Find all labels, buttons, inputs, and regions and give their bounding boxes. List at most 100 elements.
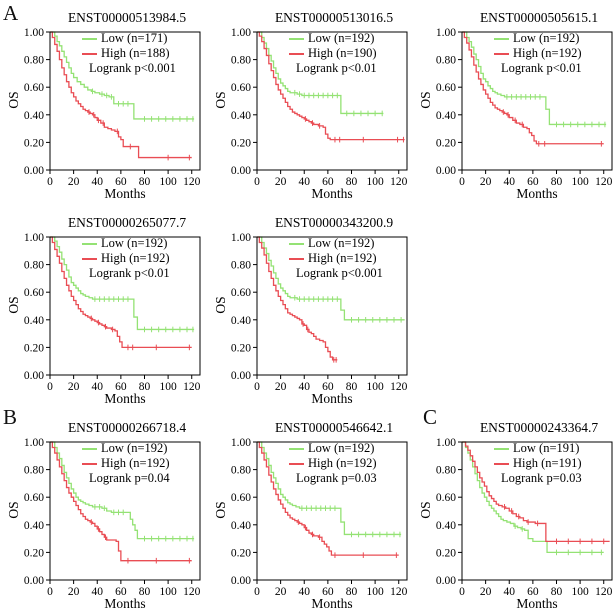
high-line-swatch [82, 257, 97, 260]
low-line-swatch [289, 447, 304, 450]
svg-text:0.60: 0.60 [231, 287, 251, 299]
svg-text:0.40: 0.40 [231, 520, 251, 532]
legend-item-high: High (n=192) [289, 456, 377, 471]
svg-text:80: 80 [551, 176, 563, 188]
plot-title: ENST00000343200.9 [274, 215, 394, 230]
svg-text:40: 40 [503, 176, 515, 188]
logrank-pvalue: Logrank p<0.01 [501, 61, 582, 75]
plot-legend: Low (n=171) High (n=188) Logrank p<0.001 [82, 31, 176, 76]
legend-high-label: High (n=190) [308, 46, 377, 60]
svg-text:60: 60 [115, 586, 127, 598]
y-axis-label: OS [213, 91, 228, 109]
svg-text:20: 20 [68, 381, 80, 393]
low-line-swatch [289, 242, 304, 245]
km-plot-cell-a3: 0 20 40 60 80 100 120 1.00 0.80 0.60 0.40 0.20 0.00 … [412, 0, 614, 204]
low-line-swatch [289, 37, 304, 40]
high-line-swatch [289, 257, 304, 260]
svg-text:0.60: 0.60 [436, 492, 456, 504]
plot-legend: Low (n=192) High (n=192) Logrank p<0.01 [494, 31, 582, 76]
svg-text:120: 120 [595, 586, 613, 598]
logrank-pvalue: Logrank p=0.03 [296, 471, 377, 485]
svg-text:120: 120 [183, 586, 201, 598]
y-axis-label: OS [213, 296, 228, 314]
low-line-swatch [494, 37, 509, 40]
svg-text:0: 0 [47, 586, 53, 598]
km-curve-canvas: 0 20 40 60 80 100 120 1.00 0.80 0.60 0.40 0.20 0.00 [24, 232, 201, 393]
svg-text:40: 40 [298, 586, 310, 598]
svg-text:100: 100 [366, 381, 384, 393]
svg-text:0.00: 0.00 [231, 575, 251, 587]
svg-text:40: 40 [298, 381, 310, 393]
km-curve-canvas: 0 20 40 60 80 100 120 1.00 0.80 0.60 0.40 0.20 0.00 [231, 232, 408, 393]
svg-text:120: 120 [183, 381, 201, 393]
svg-text:100: 100 [571, 176, 589, 188]
legend-item-high: High (n=190) [289, 46, 377, 61]
svg-text:120: 120 [390, 381, 408, 393]
svg-text:120: 120 [390, 176, 408, 188]
low-line-swatch [82, 37, 97, 40]
svg-text:0.80: 0.80 [436, 465, 456, 477]
svg-text:0.40: 0.40 [231, 110, 251, 122]
svg-text:60: 60 [115, 381, 127, 393]
svg-text:100: 100 [159, 381, 177, 393]
legend-item-low: Low (n=191) [494, 441, 582, 456]
legend-high-label: High (n=192) [101, 251, 170, 265]
svg-text:0.20: 0.20 [231, 137, 251, 149]
svg-text:0.40: 0.40 [24, 315, 44, 327]
plot-legend: Low (n=192) High (n=192) Logrank p<0.01 [82, 236, 170, 281]
y-axis-label: OS [6, 296, 21, 314]
svg-text:0.80: 0.80 [231, 465, 251, 477]
svg-text:1.00: 1.00 [436, 437, 456, 449]
svg-text:80: 80 [551, 586, 563, 598]
km-curve-canvas: 0 20 40 60 80 100 120 1.00 0.80 0.60 0.40 0.20 0.00 [231, 437, 408, 598]
svg-text:60: 60 [322, 586, 334, 598]
legend-item-low: Low (n=192) [82, 441, 170, 456]
y-axis-label: OS [418, 501, 433, 519]
km-plot-cell-a4: 0 20 40 60 80 100 120 1.00 0.80 0.60 0.40 0.20 0.00 … [0, 205, 205, 409]
legend-high-label: High (n=192) [513, 46, 582, 60]
legend-high-label: High (n=192) [101, 456, 170, 470]
svg-text:0.60: 0.60 [231, 492, 251, 504]
svg-text:40: 40 [91, 381, 103, 393]
svg-text:60: 60 [322, 381, 334, 393]
high-line-swatch [494, 52, 509, 55]
svg-text:0.60: 0.60 [24, 287, 44, 299]
high-line-swatch [289, 52, 304, 55]
svg-text:1.00: 1.00 [231, 437, 251, 449]
high-line-swatch [289, 462, 304, 465]
svg-text:0.60: 0.60 [24, 492, 44, 504]
x-axis-label: Months [104, 186, 146, 201]
svg-text:0: 0 [254, 586, 260, 598]
plot-legend: Low (n=192) High (n=192) Logrank p<0.001 [289, 236, 383, 281]
legend-item-low: Low (n=192) [494, 31, 582, 46]
svg-text:40: 40 [91, 586, 103, 598]
x-axis-label: Months [311, 186, 353, 201]
svg-text:120: 120 [183, 176, 201, 188]
svg-text:0.00: 0.00 [436, 165, 456, 177]
svg-text:100: 100 [571, 586, 589, 598]
svg-text:0.20: 0.20 [231, 342, 251, 354]
legend-low-label: Low (n=192) [101, 441, 168, 455]
svg-text:1.00: 1.00 [24, 27, 44, 39]
svg-text:0: 0 [254, 381, 260, 393]
svg-text:0.80: 0.80 [436, 55, 456, 67]
km-plot-cell-a2: 0 20 40 60 80 100 120 1.00 0.80 0.60 0.40 0.20 0.00 … [207, 0, 412, 204]
logrank-pvalue: Logrank p<0.001 [89, 61, 176, 75]
y-axis-label: OS [6, 501, 21, 519]
legend-high-label: High (n=191) [513, 456, 582, 470]
svg-text:1.00: 1.00 [436, 27, 456, 39]
plot-legend: Low (n=191) High (n=191) Logrank p=0.03 [494, 441, 582, 486]
svg-text:0.80: 0.80 [24, 260, 44, 272]
legend-item-high: High (n=188) [82, 46, 176, 61]
svg-text:0.00: 0.00 [231, 165, 251, 177]
km-curve-canvas: 0 20 40 60 80 100 120 1.00 0.80 0.60 0.40 0.20 0.00 [436, 437, 613, 598]
svg-text:0.00: 0.00 [231, 370, 251, 382]
legend-item-low: Low (n=192) [289, 441, 377, 456]
legend-item-low: Low (n=192) [289, 31, 377, 46]
svg-text:1.00: 1.00 [231, 232, 251, 244]
panel-label-a: A [3, 1, 19, 25]
svg-text:100: 100 [366, 586, 384, 598]
svg-text:20: 20 [275, 176, 287, 188]
high-line-swatch [82, 52, 97, 55]
km-plot-cell-b1: 0 20 40 60 80 100 120 1.00 0.80 0.60 0.40 0.20 0.00 … [0, 410, 205, 614]
